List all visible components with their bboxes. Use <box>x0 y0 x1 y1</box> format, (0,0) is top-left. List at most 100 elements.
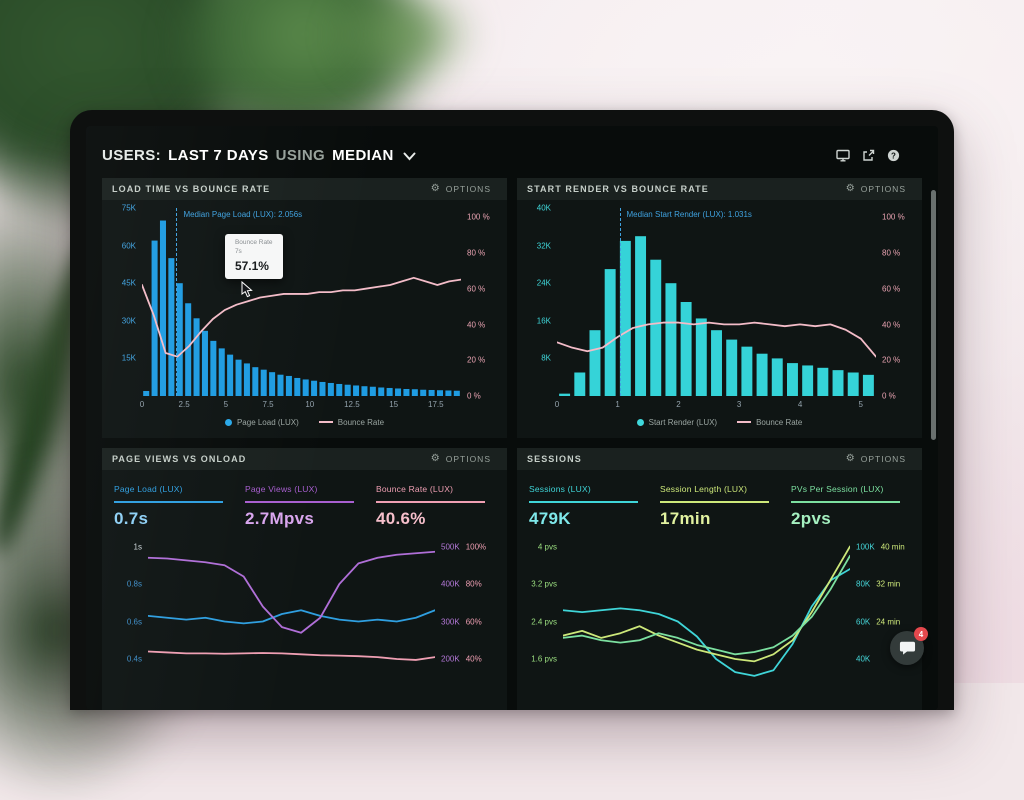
x-axis-tick: 0 <box>555 400 559 409</box>
y-axis-tick: 4 pvs <box>538 542 557 551</box>
axis-value: 24 min <box>876 617 900 626</box>
axis-value: 40K <box>856 655 870 664</box>
y-axis-tick: 60 % <box>882 284 900 293</box>
legend-dot-swatch <box>225 419 232 426</box>
metric-label: Bounce Rate (LUX) <box>376 484 453 494</box>
panel-header: SESSIONS ⚙ OPTIONS <box>517 448 922 470</box>
x-axis-tick: 5 <box>224 400 228 409</box>
y-axis-tick: 2.4 pvs <box>531 617 557 626</box>
y-axis-tick: 40 % <box>467 320 485 329</box>
legend-item[interactable]: Page Load (LUX) <box>225 418 299 427</box>
tooltip-x-value: 7s <box>235 248 273 257</box>
y-axis-right: 100 %80 %60 %40 %20 %0 % <box>461 208 497 396</box>
plot-area[interactable] <box>563 539 850 689</box>
axis-value: 100% <box>466 542 486 551</box>
median-annotation-label: Median Start Render (LUX): 1.031s <box>627 210 752 219</box>
options-button[interactable]: ⚙ OPTIONS <box>840 453 912 465</box>
chart-canvas <box>148 539 435 689</box>
y-axis-tick: 40 % <box>882 320 900 329</box>
metric-underline <box>114 501 223 503</box>
y-axis-tick: 0 % <box>882 392 896 401</box>
chevron-down-icon <box>403 152 416 161</box>
y-axis-tick: 100 % <box>882 213 905 222</box>
options-button[interactable]: ⚙ OPTIONS <box>840 183 912 195</box>
plot-area[interactable]: Median Start Render (LUX): 1.031s <box>557 208 876 396</box>
display-icon[interactable] <box>836 149 850 162</box>
scrollbar[interactable] <box>931 190 936 440</box>
axis-value: 200K <box>441 655 460 664</box>
panel-header: LOAD TIME VS BOUNCE RATE ⚙ OPTIONS <box>102 178 507 200</box>
options-button[interactable]: ⚙ OPTIONS <box>425 453 497 465</box>
metric-value: 2pvs <box>791 509 910 529</box>
y-axis-tick: 1.6 pvs <box>531 655 557 664</box>
x-axis-tick: 15 <box>389 400 398 409</box>
title-using: USING <box>276 147 326 164</box>
x-axis-tick: 2 <box>676 400 680 409</box>
axis-value: 500K <box>441 542 460 551</box>
metric-session-length[interactable]: Session Length (LUX) 17min <box>660 479 779 529</box>
legend-item[interactable]: Start Render (LUX) <box>637 418 717 427</box>
metric-value: 40.6% <box>376 509 495 529</box>
axis-value: 80K <box>856 580 870 589</box>
y-axis-tick: 0.6s <box>127 617 142 626</box>
metric-sessions[interactable]: Sessions (LUX) 479K <box>529 479 648 529</box>
axis-value: 100K <box>856 542 875 551</box>
gear-icon: ⚙ <box>431 184 441 194</box>
metric-page-views[interactable]: Page Views (LUX) 2.7Mpvs <box>245 479 364 529</box>
notification-badge: 4 <box>914 627 928 641</box>
metric-underline <box>660 501 769 503</box>
x-axis-tick: 10 <box>305 400 314 409</box>
svg-text:?: ? <box>891 151 896 160</box>
export-icon[interactable] <box>862 149 875 162</box>
metric-underline <box>376 501 485 503</box>
y-axis-tick: 30K <box>122 316 136 325</box>
x-axis-tick: 4 <box>798 400 802 409</box>
chat-button[interactable]: 4 <box>890 631 924 665</box>
y-axis-tick: 40K <box>537 204 551 213</box>
y-axis-right: 100 %80 %60 %40 %20 %0 % <box>876 208 912 396</box>
options-label: OPTIONS <box>861 184 906 194</box>
legend-dot-swatch <box>637 419 644 426</box>
y-axis-tick: 0.8s <box>127 580 142 589</box>
metric-underline <box>245 501 354 503</box>
metric-pvs-per-session[interactable]: PVs Per Session (LUX) 2pvs <box>791 479 910 529</box>
plot-area[interactable]: Bounce Rate 7s 57.1% Median Page Load (L… <box>142 208 461 396</box>
legend-label: Page Load (LUX) <box>237 418 299 427</box>
y-axis-tick: 40K <box>856 655 876 664</box>
panel-title: START RENDER VS BOUNCE RATE <box>527 184 709 194</box>
axis-value: 60K <box>856 617 870 626</box>
header-icons: ? <box>836 149 900 162</box>
plot-area[interactable] <box>148 539 435 689</box>
dashboard-title-dropdown[interactable]: USERS: LAST 7 DAYS USING MEDIAN <box>102 147 416 164</box>
y-axis-tick: 1s <box>134 542 142 551</box>
options-button[interactable]: ⚙ OPTIONS <box>425 183 497 195</box>
y-axis-tick: 20 % <box>882 356 900 365</box>
legend-line-swatch <box>319 421 333 423</box>
y-axis-tick: 32K <box>537 241 551 250</box>
metric-bounce-rate[interactable]: Bounce Rate (LUX) 40.6% <box>376 479 495 529</box>
legend-item[interactable]: Bounce Rate <box>319 418 384 427</box>
options-label: OPTIONS <box>861 454 906 464</box>
metric-page-load[interactable]: Page Load (LUX) 0.7s <box>114 479 233 529</box>
legend-item[interactable]: Bounce Rate <box>737 418 802 427</box>
legend-label: Bounce Rate <box>756 418 802 427</box>
tooltip: Bounce Rate 7s 57.1% <box>225 234 283 279</box>
axis-value: 400K <box>441 580 460 589</box>
x-axis-tick: 12.5 <box>344 400 360 409</box>
dashboard: USERS: LAST 7 DAYS USING MEDIAN ? <box>86 126 938 710</box>
help-icon[interactable]: ? <box>887 149 900 162</box>
y-axis-tick: 24K <box>537 279 551 288</box>
